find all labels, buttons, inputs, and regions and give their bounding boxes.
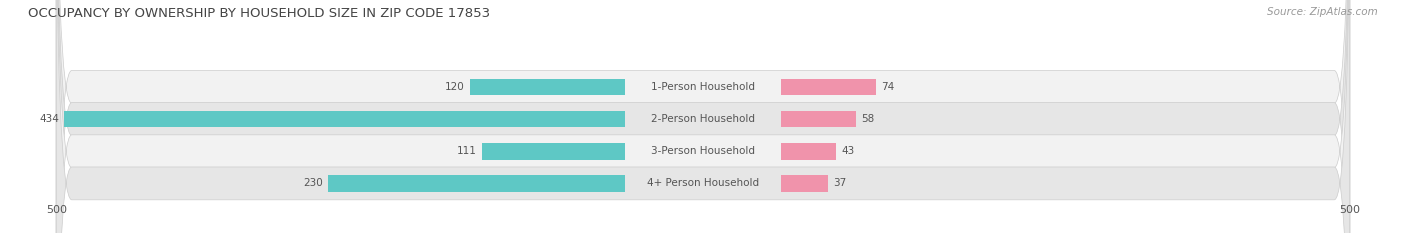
- Text: 4+ Person Household: 4+ Person Household: [647, 178, 759, 188]
- Text: 74: 74: [882, 82, 894, 92]
- Bar: [780, 175, 828, 192]
- Bar: [780, 111, 856, 127]
- Text: 37: 37: [834, 178, 846, 188]
- FancyBboxPatch shape: [56, 0, 1350, 233]
- Text: 58: 58: [860, 114, 875, 124]
- Text: 3-Person Household: 3-Person Household: [651, 146, 755, 156]
- Text: 111: 111: [457, 146, 477, 156]
- Bar: [780, 79, 876, 95]
- Text: 43: 43: [841, 146, 855, 156]
- Bar: [65, 111, 626, 127]
- Text: 2-Person Household: 2-Person Household: [651, 114, 755, 124]
- Text: 434: 434: [39, 114, 59, 124]
- Text: 120: 120: [446, 82, 465, 92]
- Bar: [482, 143, 626, 160]
- FancyBboxPatch shape: [56, 0, 1350, 233]
- Bar: [470, 79, 626, 95]
- Bar: [780, 143, 837, 160]
- Text: OCCUPANCY BY OWNERSHIP BY HOUSEHOLD SIZE IN ZIP CODE 17853: OCCUPANCY BY OWNERSHIP BY HOUSEHOLD SIZE…: [28, 7, 491, 20]
- Bar: [328, 175, 626, 192]
- FancyBboxPatch shape: [56, 0, 1350, 233]
- Text: Source: ZipAtlas.com: Source: ZipAtlas.com: [1267, 7, 1378, 17]
- FancyBboxPatch shape: [56, 0, 1350, 233]
- Text: 1-Person Household: 1-Person Household: [651, 82, 755, 92]
- Text: 230: 230: [302, 178, 323, 188]
